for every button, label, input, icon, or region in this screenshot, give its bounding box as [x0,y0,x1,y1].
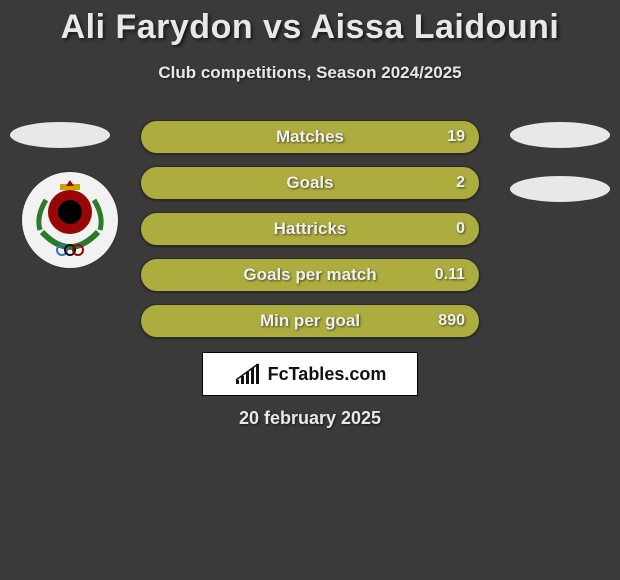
club-right-ellipse [510,176,610,202]
stat-row-matches: Matches 19 [140,120,480,154]
stat-row-hattricks: Hattricks 0 [140,212,480,246]
stat-right-value: 890 [438,305,465,339]
stat-right-value: 19 [447,121,465,155]
stat-label: Goals [141,167,479,201]
stat-label: Goals per match [141,259,479,293]
club-left-badge [22,172,118,268]
stat-label: Hattricks [141,213,479,247]
stat-right-value: 2 [456,167,465,201]
stat-label: Matches [141,121,479,155]
site-badge-text: FcTables.com [268,364,387,385]
page-subtitle: Club competitions, Season 2024/2025 [0,63,620,83]
site-badge: FcTables.com [202,352,418,396]
infographic-root: Ali Farydon vs Aissa Laidouni Club compe… [0,0,620,580]
stat-row-goals-per-match: Goals per match 0.11 [140,258,480,292]
stat-rows: Matches 19 Goals 2 Hattricks 0 Goals per… [140,120,480,350]
page-title: Ali Farydon vs Aissa Laidouni [0,0,620,47]
stat-row-goals: Goals 2 [140,166,480,200]
stat-label: Min per goal [141,305,479,339]
stat-row-min-per-goal: Min per goal 890 [140,304,480,338]
stat-right-value: 0 [456,213,465,247]
bar-chart-icon [234,362,262,386]
stat-right-value: 0.11 [435,259,465,293]
player-right-ellipse [510,122,610,148]
player-left-ellipse [10,122,110,148]
club-emblem-icon [22,172,118,268]
date-text: 20 february 2025 [0,408,620,429]
